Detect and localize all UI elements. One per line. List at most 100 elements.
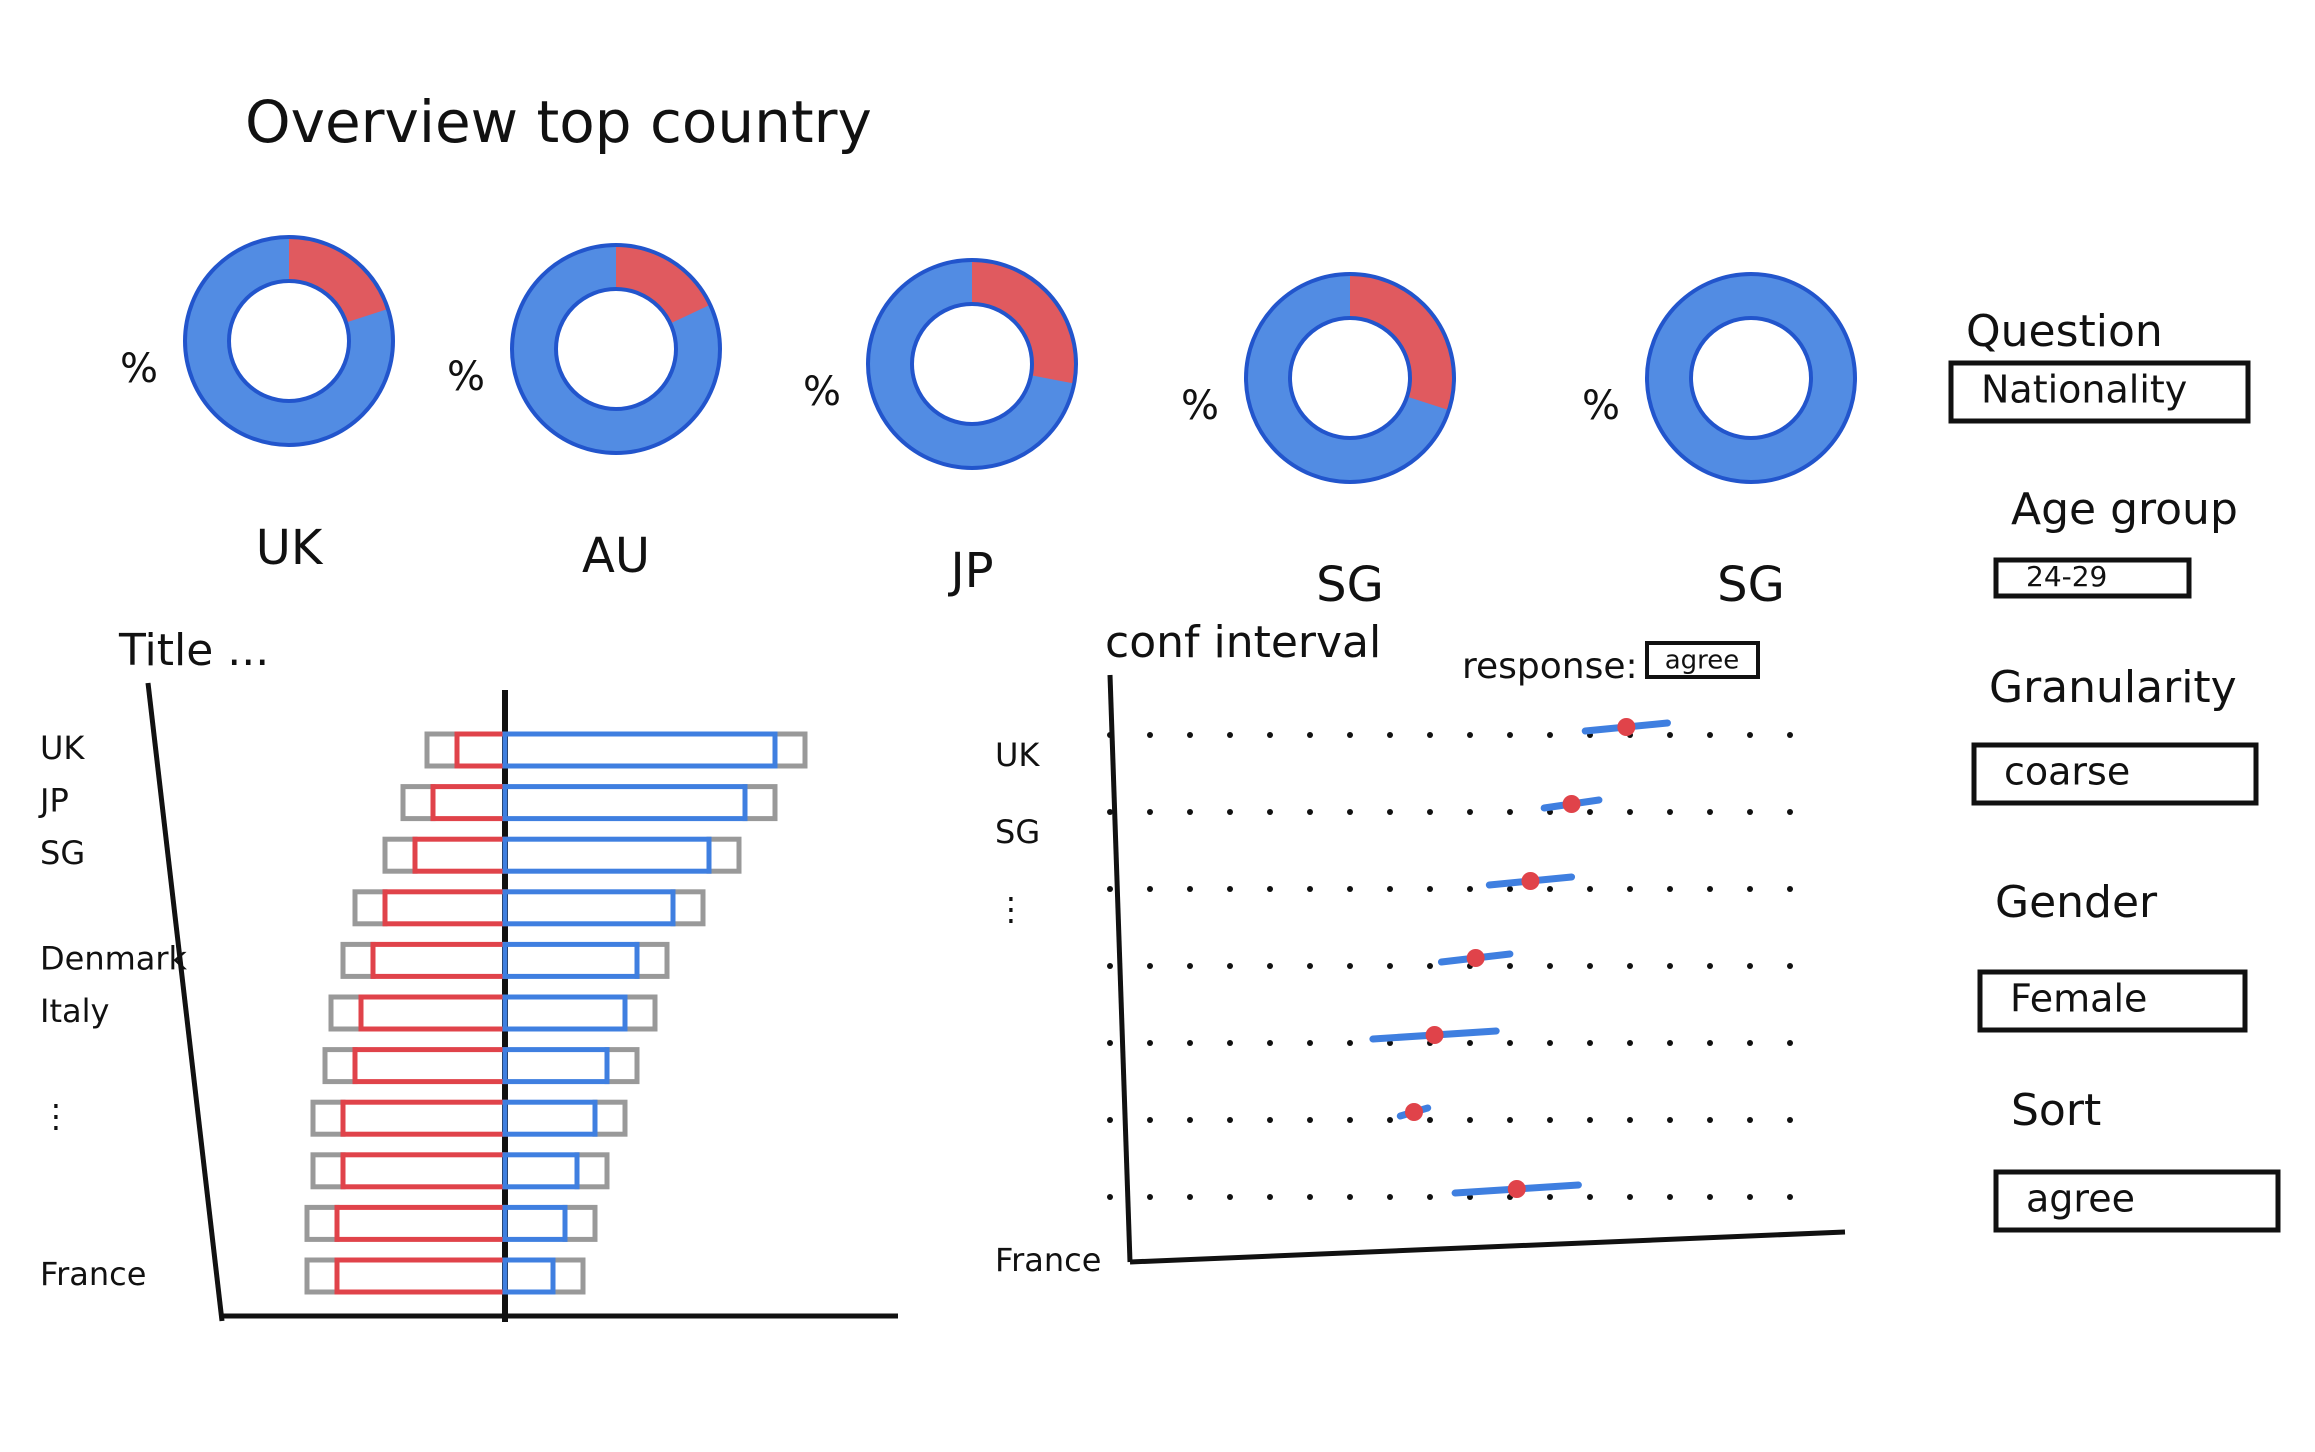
- control-value: Nationality: [1981, 368, 2187, 412]
- neutral-bar: [310, 1152, 346, 1190]
- point: [1405, 1103, 1423, 1121]
- guide-dot: [1747, 1040, 1753, 1046]
- guide-dot: [1107, 1040, 1113, 1046]
- guide-dot: [1107, 963, 1113, 969]
- guide-dot: [1747, 963, 1753, 969]
- guide-dot: [1227, 1040, 1233, 1046]
- guide-dot: [1547, 963, 1553, 969]
- guide-dot: [1387, 963, 1393, 969]
- guide-dot: [1507, 809, 1513, 815]
- guide-dot: [1187, 1040, 1193, 1046]
- neutral-bar: [562, 1204, 598, 1242]
- donut-unit: %: [1582, 383, 1620, 429]
- guide-dot: [1347, 1040, 1353, 1046]
- guide-dot: [1427, 886, 1433, 892]
- guide-dot: [1147, 1040, 1153, 1046]
- guide-dot: [1267, 809, 1273, 815]
- guide-dot: [1307, 809, 1313, 815]
- left-bar: [412, 836, 508, 874]
- guide-dot: [1267, 1194, 1273, 1200]
- donut-unit: %: [447, 354, 485, 400]
- neutral-bar: [706, 836, 742, 874]
- right-bar: [502, 1204, 568, 1242]
- neutral-bar: [382, 836, 418, 874]
- guide-dot: [1307, 886, 1313, 892]
- neutral-bar: [550, 1257, 586, 1295]
- guide-dot: [1107, 1194, 1113, 1200]
- guide-dot: [1187, 732, 1193, 738]
- control-box[interactable]: [1971, 742, 2259, 806]
- neutral-bar: [742, 784, 778, 822]
- guide-dot: [1707, 1040, 1713, 1046]
- point: [1617, 718, 1636, 736]
- guide-dot: [1347, 732, 1353, 738]
- guide-dot: [1267, 1040, 1273, 1046]
- guide-dot: [1147, 963, 1153, 969]
- guide-dot: [1627, 809, 1633, 815]
- neutral-bar: [592, 1099, 628, 1137]
- neutral-bar: [604, 1047, 640, 1085]
- row-label: Denmark: [40, 939, 188, 977]
- control-box[interactable]: [1993, 1169, 2281, 1233]
- right-bar: [502, 1152, 580, 1190]
- donut-outline: [1689, 316, 1813, 440]
- guide-dot: [1347, 809, 1353, 815]
- guide-dot: [1667, 809, 1673, 815]
- guide-dot: [1707, 886, 1713, 892]
- control-box[interactable]: [1993, 557, 2192, 599]
- right-bar: [502, 1099, 598, 1137]
- guide-dot: [1507, 963, 1513, 969]
- row-label: ⋮: [40, 1097, 72, 1135]
- control-box[interactable]: [1948, 360, 2251, 424]
- bar-chart-title: Title ...: [118, 625, 269, 676]
- right-bar: [502, 731, 778, 769]
- right-bar: [502, 836, 712, 874]
- guide-dot: [1707, 1194, 1713, 1200]
- guide-dot: [1427, 963, 1433, 969]
- guide-dot: [1787, 1194, 1793, 1200]
- neutral-bar: [622, 994, 658, 1032]
- guide-dot: [1387, 886, 1393, 892]
- guide-dot: [1627, 1040, 1633, 1046]
- guide-dot: [1707, 809, 1713, 815]
- control-value: agree: [2026, 1177, 2135, 1221]
- neutral-bar: [328, 994, 364, 1032]
- guide-dot: [1427, 1194, 1433, 1200]
- point: [1466, 949, 1485, 967]
- control-value: Female: [2010, 977, 2147, 1021]
- guide-dot: [1347, 1117, 1353, 1123]
- guide-dot: [1667, 1194, 1673, 1200]
- guide-dot: [1547, 1117, 1553, 1123]
- guide-dot: [1667, 1040, 1673, 1046]
- neutral-bar: [670, 889, 706, 927]
- guide-dot: [1467, 732, 1473, 738]
- guide-dot: [1187, 1117, 1193, 1123]
- control-box[interactable]: [1977, 969, 2248, 1033]
- guide-dot: [1227, 1117, 1233, 1123]
- guide-dot: [1427, 732, 1433, 738]
- donut-outline: [183, 235, 395, 447]
- guide-dot: [1227, 963, 1233, 969]
- guide-dot: [1787, 1117, 1793, 1123]
- guide-dot: [1707, 1117, 1713, 1123]
- response-box[interactable]: [1645, 641, 1760, 679]
- point: [1425, 1026, 1444, 1044]
- guide-dot: [1547, 1194, 1553, 1200]
- guide-dot: [1507, 1117, 1513, 1123]
- donut-label: JP: [947, 543, 993, 599]
- donut-outline: [866, 258, 1078, 470]
- left-bar: [370, 941, 508, 979]
- guide-dot: [1187, 886, 1193, 892]
- page-title: Overview top country: [245, 88, 872, 156]
- left-bar: [334, 1204, 508, 1242]
- control-value: 24-29: [2026, 560, 2107, 593]
- guide-dot: [1147, 1194, 1153, 1200]
- guide-dot: [1467, 886, 1473, 892]
- guide-dot: [1107, 732, 1113, 738]
- guide-dot: [1107, 1117, 1113, 1123]
- guide-dot: [1667, 1117, 1673, 1123]
- axis-line: [1129, 1229, 1846, 1265]
- donut-label: UK: [256, 520, 324, 576]
- guide-dot: [1787, 886, 1793, 892]
- neutral-bar: [310, 1099, 346, 1137]
